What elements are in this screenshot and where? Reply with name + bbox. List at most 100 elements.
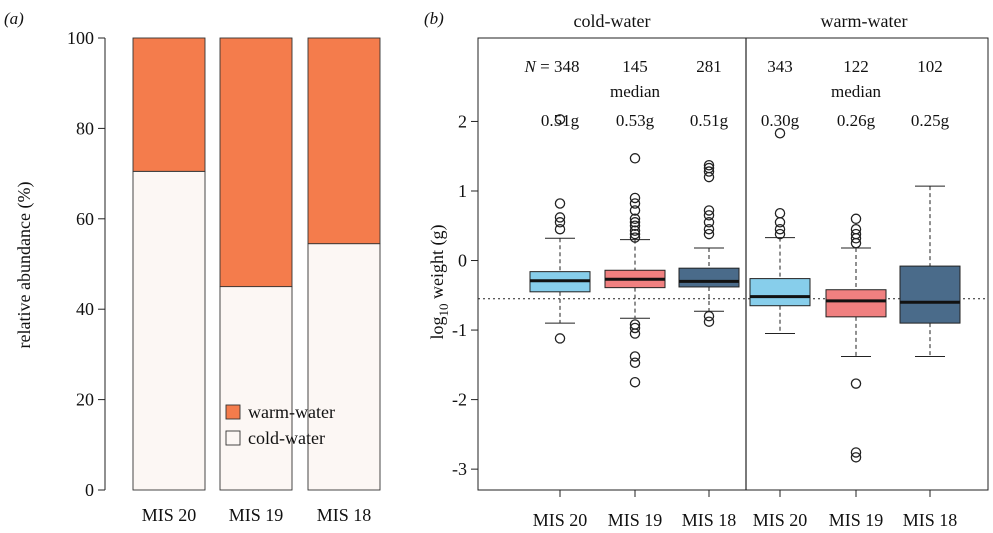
panel-b-annotations: N = 348 0.51g 145 0.53g 281 0.51g 343 0.30g 122 0… bbox=[524, 57, 950, 130]
panel-a-y-tick-label: 80 bbox=[76, 118, 94, 138]
panel-a-y-tick-label: 100 bbox=[67, 28, 94, 48]
panel-b-x-tick-label: MIS 18 bbox=[682, 510, 737, 530]
panel-b: (b) cold-water warm-water N = 348 0.51g 145… bbox=[424, 9, 989, 530]
panel-b-x-tick-label: MIS 18 bbox=[903, 510, 958, 530]
panel-b-boxes bbox=[529, 114, 961, 463]
panel-b-y-tick-label: 2 bbox=[458, 111, 467, 131]
box-warm-water-mis-19-outlier bbox=[850, 228, 862, 240]
box-cold-water-mis-20-outlier bbox=[554, 198, 566, 209]
box-cold-water-mis-19-outlier bbox=[629, 228, 641, 240]
box-warm-water-mis-18 bbox=[899, 265, 961, 324]
box-cold-water-mis-18-outlier bbox=[703, 310, 715, 322]
box-cold-water-mis-19-outlier bbox=[629, 220, 641, 232]
panel-a-y-tick-label: 60 bbox=[76, 209, 94, 229]
box-cold-water-mis-19-outlier bbox=[629, 351, 641, 362]
box-cold-water-mis-18-outlier bbox=[703, 205, 715, 216]
panel-a-y-tick-label: 40 bbox=[76, 299, 94, 319]
box-cold-water-mis-20-outlier bbox=[554, 212, 566, 223]
box-warm-water-mis-20-outlier bbox=[774, 223, 786, 235]
panel-a-x-tick-label: MIS 20 bbox=[142, 505, 197, 525]
box-cold-water-mis-19-outlier bbox=[629, 198, 641, 209]
box-cold-water-mis-18 bbox=[678, 267, 740, 288]
panel-a-y-axis: 0 20 40 60 80 100 bbox=[67, 28, 106, 500]
box-warm-water-mis-19-outlier bbox=[850, 452, 862, 463]
box-cold-water-mis-19-outlier bbox=[629, 225, 641, 236]
panel-b-x-tick-label: MIS 20 bbox=[533, 510, 588, 530]
panel-b-label: (b) bbox=[424, 9, 444, 28]
bar-cold-water-mis-18 bbox=[307, 243, 381, 491]
box-cold-water-mis-19-outlier bbox=[629, 213, 641, 225]
panel-a-label: (a) bbox=[4, 9, 24, 28]
panel-b-group-titles: cold-water warm-water bbox=[574, 11, 908, 31]
n-label: N = 348 bbox=[524, 57, 580, 76]
panel-a-x-tick-labels: MIS 20 MIS 19 MIS 18 bbox=[142, 505, 372, 525]
box-cold-water-mis-19-outlier bbox=[629, 217, 641, 228]
panel-b-y-axis-label: log10 weight (g) bbox=[427, 225, 451, 340]
legend-label-cold-water: cold-water bbox=[248, 428, 325, 448]
bar-warm-water-mis-19 bbox=[219, 37, 293, 288]
box-warm-water-mis-19-outlier bbox=[850, 213, 862, 225]
box-warm-water-mis-20-outlier bbox=[774, 217, 786, 228]
box-cold-water-mis-19-outlier bbox=[629, 205, 641, 216]
box-warm-water-mis-20-outlier bbox=[774, 128, 786, 139]
panel-a-x-tick-label: MIS 18 bbox=[317, 505, 372, 525]
box-warm-water-mis-20-outlier bbox=[774, 207, 786, 219]
panel-a-x-tick-label: MIS 19 bbox=[229, 505, 284, 525]
bar-cold-water-mis-19 bbox=[219, 286, 293, 491]
box-cold-water-mis-18-outlier bbox=[703, 223, 715, 235]
median-caption: median bbox=[831, 82, 882, 101]
panel-b-x-tick-label: MIS 19 bbox=[829, 510, 884, 530]
box-cold-water-mis-20-outlier bbox=[554, 333, 566, 344]
median-value-label: 0.30g bbox=[761, 111, 800, 130]
median-value-label: 0.25g bbox=[911, 111, 950, 130]
panel-b-y-tick-label: -2 bbox=[452, 390, 467, 410]
box-cold-water-mis-20-outlier bbox=[554, 217, 566, 228]
box-cold-water-mis-18-outlier bbox=[703, 160, 715, 171]
panel-a-y-axis-label: relative abundance (%) bbox=[14, 182, 35, 349]
panel-b-plot-border bbox=[477, 37, 989, 491]
box-cold-water-mis-19-outlier bbox=[629, 357, 641, 368]
panel-b-y-tick-label: -3 bbox=[452, 459, 467, 479]
box-cold-water-mis-18-outlier bbox=[703, 166, 715, 177]
panel-b-x-tick-label: MIS 20 bbox=[753, 510, 808, 530]
box-warm-water-mis-19 bbox=[825, 289, 887, 318]
legend-label-warm-water: warm-water bbox=[248, 402, 335, 422]
panel-a-y-tick-label: 0 bbox=[85, 480, 94, 500]
n-label: 145 bbox=[622, 57, 648, 76]
panel-a-bars bbox=[132, 37, 381, 491]
legend-swatch-cold-water bbox=[225, 430, 241, 446]
panel-b-y-tick-label: 1 bbox=[458, 181, 467, 201]
panel-b-y-tick-label: -1 bbox=[452, 320, 467, 340]
box-cold-water-mis-20-outlier bbox=[554, 114, 566, 125]
box-cold-water-mis-18-outlier bbox=[703, 228, 715, 240]
median-value-label: 0.51g bbox=[690, 111, 729, 130]
box-cold-water-mis-19-outlier bbox=[629, 232, 641, 243]
panel-a: (a) 0 20 40 60 80 100 MIS 20 MIS 19 MIS 18 rela… bbox=[4, 9, 381, 525]
box-cold-water-mis-18-outlier bbox=[703, 162, 715, 174]
n-label: 102 bbox=[917, 57, 943, 76]
panel-b-frame bbox=[477, 37, 989, 491]
bar-warm-water-mis-18 bbox=[307, 37, 381, 245]
box-cold-water-mis-19-outlier bbox=[629, 319, 641, 330]
n-label: 281 bbox=[696, 57, 722, 76]
box-cold-water-mis-18-outlier bbox=[703, 217, 715, 228]
box-cold-water-mis-18-outlier bbox=[703, 210, 715, 221]
panel-b-x-tick-labels: MIS 20 MIS 19 MIS 18 MIS 20 MIS 19 MIS 18 bbox=[533, 490, 958, 530]
box-warm-water-mis-20 bbox=[749, 278, 811, 307]
box-cold-water-mis-19-outlier bbox=[629, 322, 641, 334]
median-value-label: 0.51g bbox=[541, 111, 580, 130]
n-label: 343 bbox=[767, 57, 793, 76]
box-warm-water-mis-19-outlier bbox=[850, 223, 862, 235]
panel-a-y-tick-label: 20 bbox=[76, 390, 94, 410]
box-cold-water-mis-18-outlier bbox=[703, 316, 715, 327]
median-value-label: 0.53g bbox=[616, 111, 655, 130]
box-cold-water-mis-20-outlier bbox=[554, 223, 566, 235]
box-cold-water-mis-19-outlier bbox=[629, 376, 641, 388]
bar-cold-water-mis-20 bbox=[132, 170, 206, 491]
n-label: 122 bbox=[843, 57, 869, 76]
median-caption: median bbox=[610, 82, 661, 101]
panel-b-y-axis: -3 -2 -1 0 1 2 bbox=[452, 111, 478, 479]
group-title-warm-water: warm-water bbox=[821, 11, 908, 31]
group-title-cold-water: cold-water bbox=[574, 11, 651, 31]
